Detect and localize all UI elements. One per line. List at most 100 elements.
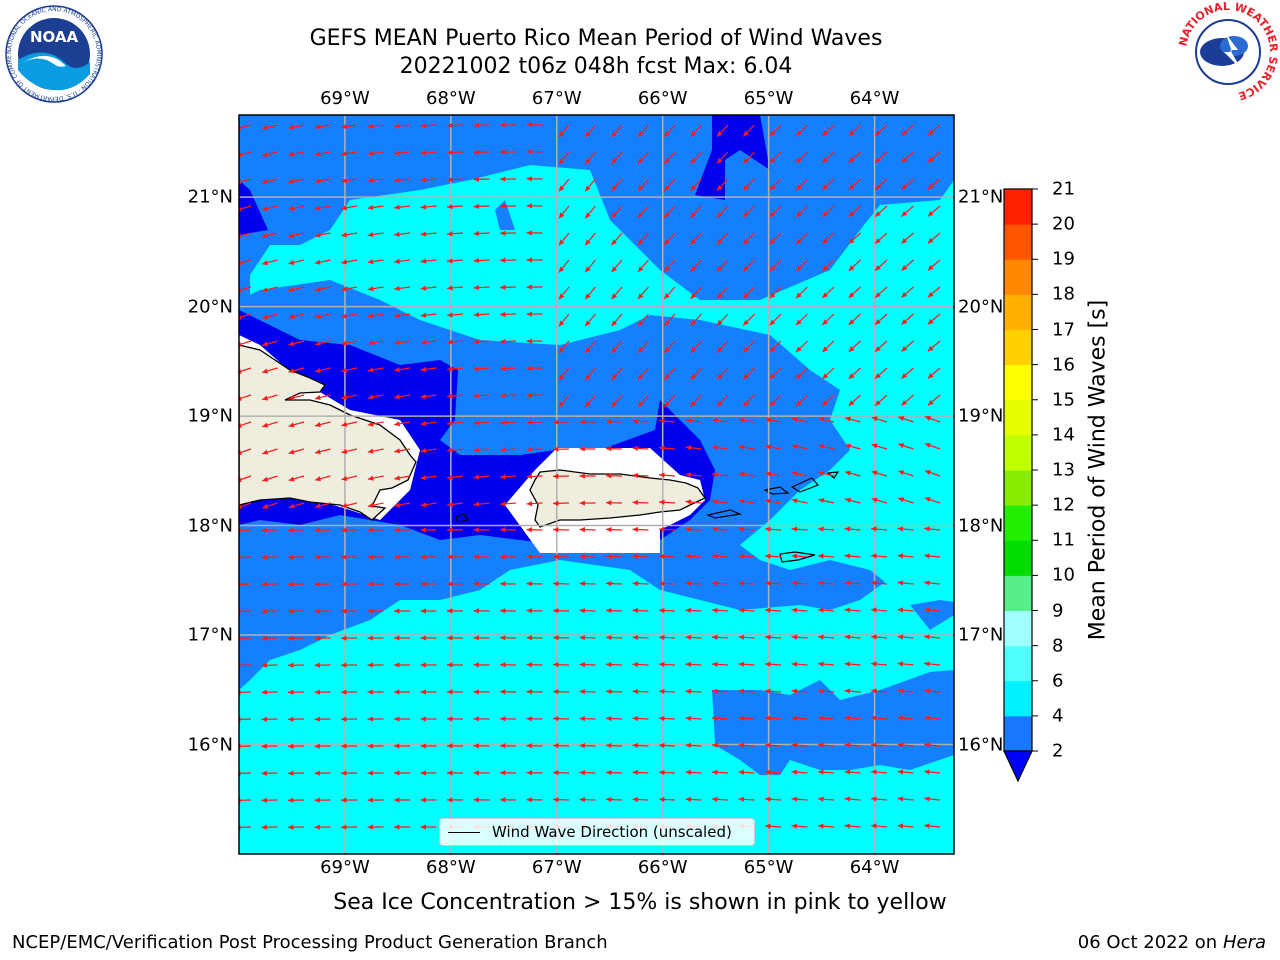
direction-arrow	[473, 474, 490, 480]
direction-arrow	[558, 394, 570, 408]
direction-arrow	[848, 394, 861, 407]
latitude-label: 21°N	[958, 186, 1004, 208]
colorbar-tick-label: 2	[1052, 740, 1064, 762]
direction-arrow	[685, 418, 702, 424]
direction-arrow	[632, 445, 649, 451]
direction-arrow	[394, 367, 411, 373]
direction-arrow	[791, 444, 808, 450]
direction-arrow	[844, 553, 861, 559]
direction-arrow	[901, 178, 914, 190]
direction-arrow	[897, 553, 914, 559]
direction-arrow	[605, 769, 623, 776]
direction-arrow	[288, 394, 305, 401]
direction-arrow	[632, 715, 649, 722]
direction-arrow	[632, 580, 649, 587]
direction-arrow	[924, 607, 941, 613]
nws-logo: NATIONAL WEATHER SERVICE	[1176, 0, 1280, 104]
direction-arrow	[288, 340, 305, 347]
direction-arrow	[818, 796, 835, 802]
direction-arrow	[340, 581, 358, 587]
direction-arrow	[924, 634, 941, 640]
direction-arrow	[314, 824, 331, 830]
direction-arrow	[261, 716, 278, 722]
direction-arrow	[844, 634, 861, 640]
direction-arrow	[579, 635, 596, 641]
direction-arrow	[552, 581, 570, 587]
direction-arrow	[738, 607, 755, 613]
map-frame	[238, 114, 955, 855]
direction-arrow	[314, 151, 331, 157]
direction-arrow	[394, 204, 411, 210]
direction-arrow	[738, 526, 755, 532]
direction-arrow	[924, 415, 941, 423]
sea-ice-note: Sea Ice Concentration > 15% is shown in …	[333, 890, 947, 915]
direction-arrow	[685, 715, 702, 722]
direction-arrow	[367, 123, 384, 129]
direction-arrow	[874, 286, 888, 299]
land-islet-2	[763, 486, 790, 495]
direction-arrow	[420, 393, 437, 400]
direction-arrow	[287, 824, 305, 830]
direction-arrow	[552, 743, 570, 749]
direction-arrow	[632, 499, 649, 506]
direction-arrow	[393, 662, 411, 668]
direction-arrow	[791, 715, 808, 721]
direction-arrow	[526, 365, 543, 371]
direction-arrow	[605, 500, 623, 506]
direction-arrow	[818, 688, 835, 694]
direction-arrow	[658, 715, 676, 722]
direction-arrow	[818, 661, 835, 667]
direction-arrow	[769, 340, 782, 353]
direction-arrow	[897, 823, 914, 829]
direction-arrow	[897, 688, 914, 694]
direction-arrow	[287, 554, 305, 560]
direction-arrow	[871, 470, 888, 477]
direction-arrow	[473, 501, 490, 507]
direction-arrow	[685, 634, 702, 641]
footer-host: Hera	[1222, 932, 1266, 953]
direction-arrow	[579, 797, 596, 803]
direction-arrow	[446, 608, 464, 614]
direction-arrow	[288, 178, 305, 184]
direction-arrow	[261, 259, 278, 266]
direction-arrow	[473, 203, 490, 210]
direction-arrow	[663, 205, 676, 219]
direction-arrow	[844, 443, 861, 450]
direction-arrow	[584, 259, 596, 273]
direction-arrow	[341, 178, 358, 184]
direction-arrow	[637, 367, 649, 381]
direction-arrow	[791, 498, 808, 504]
direction-arrow	[341, 367, 358, 373]
direction-arrow	[341, 286, 358, 292]
direction-arrow	[499, 149, 517, 155]
direction-arrow	[447, 393, 464, 399]
direction-arrow	[605, 473, 623, 479]
direction-arrow	[526, 716, 543, 722]
direction-arrow	[901, 367, 914, 379]
direction-arrow	[314, 716, 331, 722]
direction-arrow	[526, 689, 543, 695]
direction-arrow	[764, 715, 782, 721]
direction-arrow	[685, 769, 702, 776]
direction-arrow	[791, 688, 808, 694]
direction-arrow	[288, 232, 305, 238]
direction-arrow	[261, 824, 278, 830]
direction-arrow	[901, 394, 914, 406]
direction-arrow	[473, 312, 490, 318]
direction-arrow	[742, 205, 755, 218]
direction-arrow	[711, 580, 729, 586]
direction-arrow	[848, 286, 861, 299]
direction-arrow	[340, 689, 358, 695]
direction-arrow	[844, 823, 861, 829]
footer-date: 06 Oct 2022 on Hera	[1078, 932, 1266, 953]
direction-arrow	[261, 797, 278, 803]
direction-arrow	[584, 205, 596, 219]
land-islet-mona	[455, 513, 469, 523]
direction-arrow	[446, 662, 464, 668]
map-legend: Wind Wave Direction (unscaled)	[439, 818, 755, 846]
direction-arrow	[791, 661, 808, 667]
direction-arrow	[367, 475, 384, 481]
direction-arrow	[663, 151, 676, 165]
direction-arrow	[420, 743, 437, 749]
direction-arrow	[499, 365, 517, 372]
